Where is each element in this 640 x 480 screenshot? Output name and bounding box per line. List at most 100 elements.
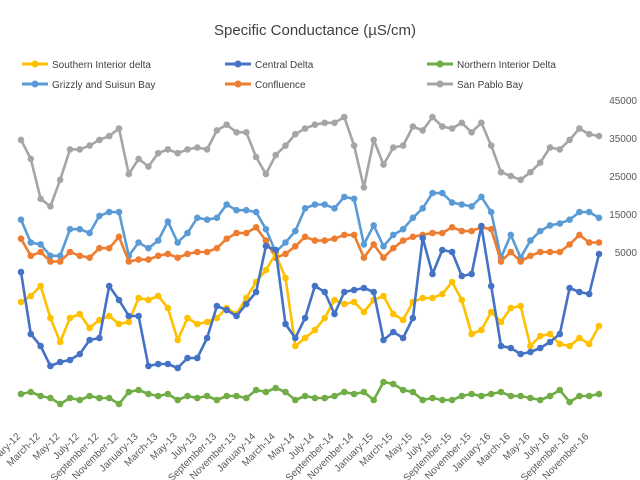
data-point [115,125,123,132]
data-point [576,288,583,296]
legend-label: Northern Interior Delta [457,60,556,71]
data-point [17,136,25,144]
data-point [546,330,554,338]
data-point [154,360,162,368]
data-point [17,216,25,223]
data-point [37,342,44,350]
data-point [370,136,378,144]
data-point [223,392,230,400]
data-point [566,136,573,144]
data-point [497,342,505,350]
data-point [478,392,485,400]
data-point [301,314,309,322]
data-point [233,206,240,214]
data-point [507,344,515,352]
data-point [243,229,250,237]
data-point [458,392,466,400]
data-point [66,248,74,256]
data-point [331,392,338,400]
data-point [272,151,280,159]
data-point [311,394,319,402]
data-point [556,248,564,256]
data-point [27,292,35,300]
data-point [252,288,260,296]
data-point [86,324,93,332]
data-point [595,250,603,258]
data-point [507,392,515,400]
data-point [115,233,123,241]
data-point [576,334,583,342]
data-point [76,396,84,404]
data-point [448,199,456,206]
data-point [595,390,603,398]
data-point [341,288,348,296]
data-point [360,388,368,396]
data-point [233,312,240,320]
data-point [17,298,25,306]
data-point [585,208,593,216]
data-point [487,282,495,290]
data-point [341,193,348,201]
data-point [174,239,181,246]
data-point [282,250,289,258]
data-point [56,358,64,366]
data-point [487,390,495,398]
data-point [311,282,319,290]
series-southern-interior-delta [17,250,603,350]
legend-item-grizzly-and-suisun-bay: Grizzly and Suisun Bay [22,80,155,91]
data-point [360,284,368,292]
data-point [360,254,368,261]
data-point [184,250,191,258]
data-point [282,274,289,282]
data-point [66,314,74,322]
data-point [585,239,593,246]
data-point [154,252,162,260]
data-point [350,286,358,294]
data-point [370,288,378,296]
data-point [272,384,280,392]
data-point [527,394,534,402]
data-point [331,296,338,304]
legend-item-san-pablo-bay: San Pablo Bay [427,80,523,91]
data-point [507,248,515,256]
data-point [478,326,485,334]
data-point [86,392,93,400]
data-point [115,320,123,328]
data-point [213,396,221,404]
data-point [262,266,270,274]
data-point [321,288,329,296]
data-point [243,294,250,302]
data-point [341,231,348,239]
data-point [497,388,505,396]
data-point [419,205,427,212]
data-point [47,258,54,265]
data-point [272,246,280,254]
data-point [399,334,407,342]
data-point [390,328,397,336]
data-point [409,214,417,222]
data-point [556,386,564,394]
data-point [292,227,299,235]
data-point [448,125,456,132]
data-point [56,338,64,346]
data-point [105,132,113,140]
data-point [47,362,54,370]
data-point [350,390,358,398]
data-point [517,302,524,310]
data-point [527,342,534,350]
data-point [341,113,348,121]
data-point [37,241,44,248]
data-point [468,203,475,210]
data-point [56,252,64,260]
data-point [487,308,495,316]
data-point [213,302,221,310]
data-point [282,239,289,246]
data-point [360,184,368,191]
legend-label: Central Delta [255,60,314,71]
data-point [203,318,211,326]
data-point [184,146,191,153]
data-point [282,142,289,149]
data-point [96,334,103,342]
data-point [409,314,417,322]
data-point [536,248,544,256]
